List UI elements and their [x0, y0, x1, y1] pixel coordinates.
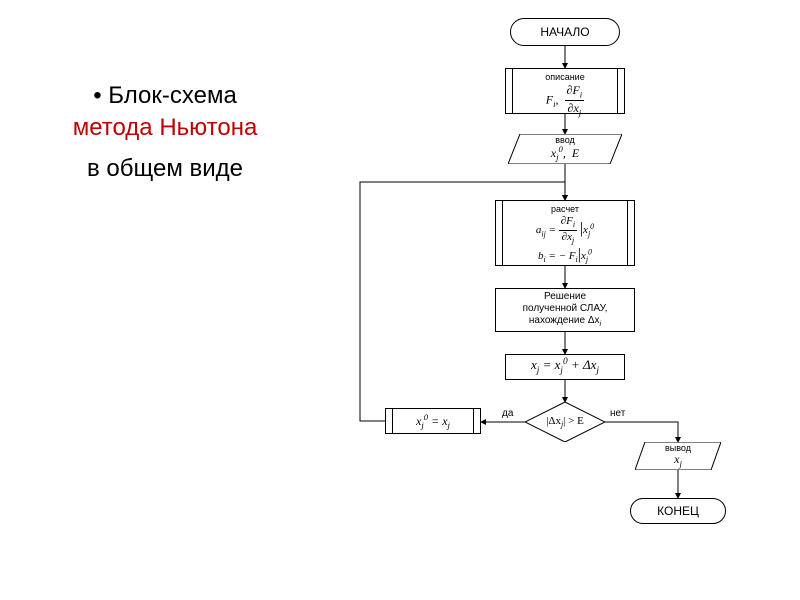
desc-title: описание — [520, 73, 610, 82]
update-body: xj = xj0 + Δxj — [531, 357, 599, 377]
end-label: КОНЕЦ — [657, 504, 699, 518]
node-update: xj = xj0 + Δxj — [505, 354, 625, 380]
node-decision: |Δxj| > E — [525, 402, 605, 442]
canvas: • Блок-схема метода Ньютона в общем виде — [0, 0, 800, 600]
node-desc: описание Fi, ∂Fi∂xj — [505, 68, 625, 114]
caption-line1b: метода Ньютона — [73, 114, 258, 141]
caption-line1a: Блок-схема — [108, 82, 237, 109]
node-output: вывод xj — [635, 442, 721, 470]
output-body: xj — [635, 452, 721, 468]
desc-body: Fi, ∂Fi∂xj — [520, 84, 610, 117]
calc-title: расчет — [510, 205, 620, 214]
decision-label: |Δxj| > E — [525, 415, 605, 429]
assign-body: xj0 = xj — [400, 412, 466, 431]
calc-body: aij = ∂Fi∂xj |xj0 bi = − Fi|xj0 — [510, 216, 620, 265]
node-end: КОНЕЦ — [630, 498, 726, 524]
caption-line2: в общем виде — [60, 153, 270, 185]
bullet: • — [93, 82, 101, 109]
edge-label-no: нет — [610, 408, 625, 419]
flowchart: НАЧАЛО описание Fi, ∂Fi∂xj ввод xj0, E р… — [330, 10, 790, 590]
node-assign: xj0 = xj — [385, 408, 481, 434]
edge-label-yes: да — [502, 408, 513, 419]
input-body: xj0, E — [508, 144, 622, 162]
node-input: ввод xj0, E — [508, 134, 622, 164]
start-label: НАЧАЛО — [540, 25, 589, 39]
slide-caption: • Блок-схема метода Ньютона в общем виде — [60, 80, 270, 185]
node-calc: расчет aij = ∂Fi∂xj |xj0 bi = − Fi|xj0 — [495, 200, 635, 266]
node-start: НАЧАЛО — [510, 18, 620, 46]
node-slau: Решениеполученной СЛАУ,нахождение Δxi — [495, 288, 635, 332]
slau-label: Решениеполученной СЛАУ,нахождение Δxi — [523, 291, 608, 329]
